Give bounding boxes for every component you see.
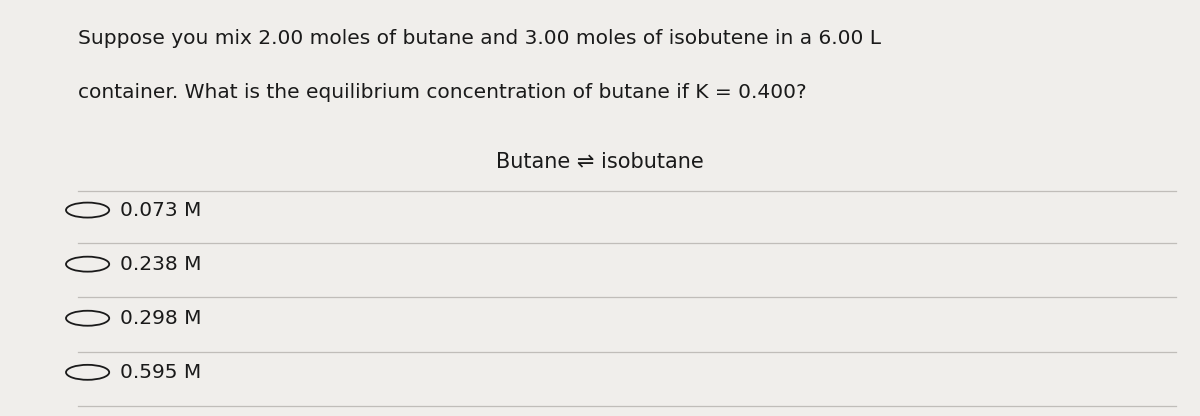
Text: 0.298 M: 0.298 M	[120, 309, 202, 328]
Text: Suppose you mix 2.00 moles of butane and 3.00 moles of isobutene in a 6.00 L: Suppose you mix 2.00 moles of butane and…	[78, 29, 881, 48]
Text: 0.595 M: 0.595 M	[120, 363, 202, 382]
Text: 0.073 M: 0.073 M	[120, 201, 202, 220]
Text: 0.238 M: 0.238 M	[120, 255, 202, 274]
Text: Butane ⇌ isobutane: Butane ⇌ isobutane	[496, 152, 704, 172]
Text: container. What is the equilibrium concentration of butane if K = 0.400?: container. What is the equilibrium conce…	[78, 83, 806, 102]
